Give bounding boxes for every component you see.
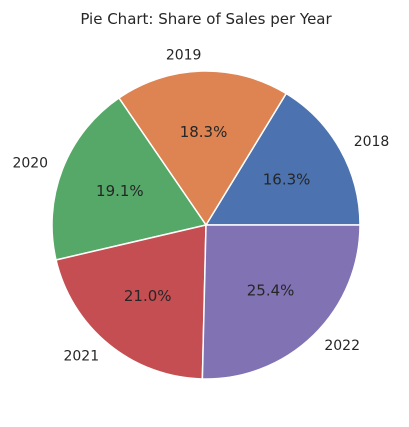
slice-category-label-2022: 2022 [324,338,360,354]
slice-category-label-2018: 2018 [354,134,390,150]
slice-value-label-2020: 19.1% [96,182,144,200]
slice-value-label-2021: 21.0% [124,287,172,305]
pie-slice-2018 [204,92,361,226]
pie-slice-2020 [51,96,208,261]
pie-slice-2021 [55,224,207,380]
pie-slice-2022 [201,224,361,380]
pie-labels: 2018 16.3% 2019 18.3% 2020 19.1% 2021 21.0% 2022… [12,48,389,365]
slice-category-label-2019: 2019 [166,48,202,64]
chart-title: Pie Chart: Share of Sales per Year [80,10,332,28]
slice-category-label-2020: 2020 [12,156,48,172]
pie-slice-2019 [117,70,288,227]
slice-value-label-2018: 16.3% [263,170,311,188]
slice-value-label-2019: 18.3% [180,123,228,141]
pie-slices [51,70,361,380]
slice-value-label-2022: 25.4% [247,282,295,300]
slice-category-label-2021: 2021 [63,348,99,364]
